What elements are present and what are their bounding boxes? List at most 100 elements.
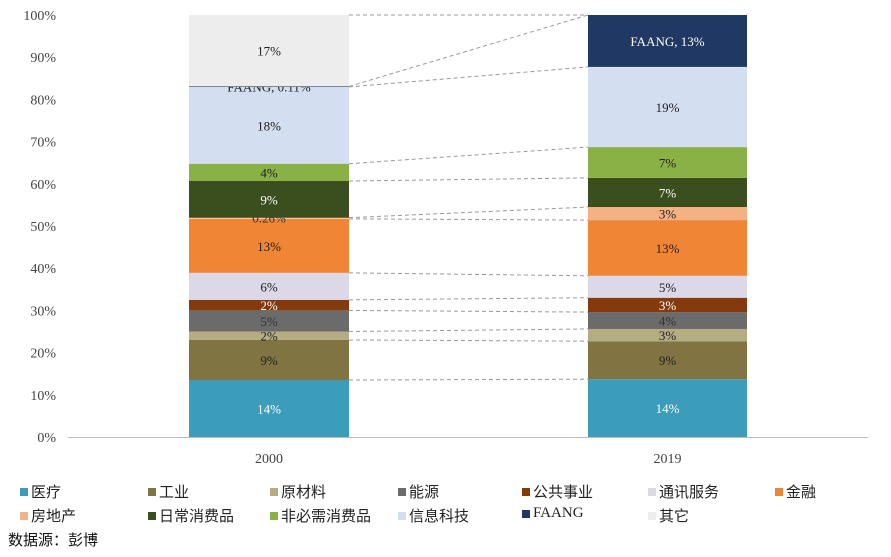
legend-item: 信息科技 [398, 505, 469, 526]
legend-label: 公共事业 [533, 483, 594, 501]
y-tick-label: 50% [30, 220, 56, 235]
data-label: 3% [659, 207, 677, 222]
connector-line [348, 297, 589, 301]
data-label: 4% [659, 314, 677, 329]
legend-label: 通讯服务 [659, 483, 720, 501]
bar-segment [588, 312, 747, 329]
data-label: 3% [659, 328, 677, 343]
legend-item: 日常消费品 [148, 505, 234, 526]
bar-segment [588, 275, 747, 298]
legend-label: FAANG [533, 505, 584, 521]
data-label: 5% [260, 314, 278, 329]
connector-line [348, 328, 589, 332]
connector-line [348, 272, 589, 277]
y-tick-label: 90% [30, 51, 56, 66]
source-note: 数据源：彭博 [8, 531, 99, 549]
legend-label: 医疗 [31, 483, 62, 501]
data-label: 4% [260, 165, 278, 180]
connector-line [348, 309, 589, 313]
stacked-bar-chart: 0% 10% 20% 30% 40% 50% 60% 70% 80% 90% 100% 14% 14% 9… [23, 9, 868, 467]
data-label: 13% [257, 239, 281, 254]
legend-swatch [148, 511, 156, 520]
legend-swatch [270, 487, 278, 496]
legend-label: 原材料 [281, 483, 327, 501]
connector-line [348, 14, 589, 87]
bar-segment [189, 163, 349, 182]
bar-segment [189, 310, 349, 332]
legend-label: 能源 [409, 483, 440, 501]
bar-segment [588, 15, 747, 67]
y-tick-label: 40% [30, 262, 56, 277]
data-label: 14% [257, 402, 281, 417]
connector-line [348, 146, 589, 165]
data-label: 3% [659, 298, 677, 313]
connector-line [348, 177, 589, 182]
data-label: 18% [257, 118, 281, 133]
data-label: FAANG, 13% [630, 34, 704, 49]
legend-item: 原材料 [270, 481, 326, 502]
bar-segment [588, 207, 747, 221]
bar-segment [189, 15, 349, 87]
legend-swatch [648, 511, 656, 520]
bar-segment [588, 297, 747, 313]
connector-line [348, 339, 589, 342]
bar-segment [588, 341, 747, 380]
data-label: 17% [257, 44, 281, 59]
bar-segment [189, 331, 349, 340]
bar-segment [588, 379, 747, 437]
data-label: 6% [260, 279, 278, 294]
bar-segment [189, 380, 349, 437]
bar-segment [588, 66, 747, 148]
data-label: 9% [260, 192, 278, 207]
legend-swatch [522, 487, 530, 496]
data-label: 2% [260, 329, 278, 344]
x-tick-label: 2000 [255, 452, 283, 467]
legend-item: 医疗 [20, 481, 61, 502]
data-label: 7% [659, 185, 677, 200]
bar-segment [189, 339, 349, 381]
legend-item: 公共事业 [522, 481, 593, 502]
legend-swatch [398, 511, 406, 520]
data-label: 5% [659, 280, 677, 295]
bar-segment [588, 220, 747, 276]
y-tick-label: 0% [37, 431, 56, 446]
legend-item: FAANG [522, 505, 584, 522]
x-tick-label: 2019 [654, 452, 682, 467]
y-tick-label: 60% [30, 178, 56, 193]
bar-segment [588, 328, 747, 342]
legend-label: 日常消费品 [159, 507, 235, 525]
connector-line [348, 206, 589, 219]
legend-label: 工业 [159, 483, 190, 501]
y-tick-label: 20% [30, 347, 56, 362]
bar-segment [189, 181, 349, 218]
connector-line [348, 218, 589, 221]
legend-swatch [522, 509, 530, 518]
bar-segment [189, 218, 349, 273]
legend-swatch [398, 487, 406, 496]
legend-label: 非必需消费品 [281, 507, 372, 525]
bar-segment [588, 147, 747, 178]
legend-item: 工业 [148, 481, 189, 502]
legend-item: 通讯服务 [648, 481, 719, 502]
y-tick-label: 10% [30, 389, 56, 404]
connector-line [348, 66, 589, 88]
data-label: 9% [659, 353, 677, 368]
legend-swatch [20, 511, 28, 520]
legend-swatch [148, 487, 156, 496]
legend-swatch [20, 487, 28, 496]
data-label: 19% [656, 100, 680, 115]
y-tick-label: 30% [30, 304, 56, 319]
legend-swatch [648, 487, 656, 496]
legend-item: 非必需消费品 [270, 505, 371, 526]
bar-segment [189, 299, 349, 311]
legend-swatch [270, 511, 278, 520]
bar-segment [189, 86, 349, 164]
y-tick-label: 80% [30, 93, 56, 108]
bar-segment [588, 177, 747, 208]
legend-swatch [775, 487, 783, 496]
data-label: 7% [659, 155, 677, 170]
legend-label: 金融 [786, 483, 817, 501]
connector-line [348, 378, 589, 381]
data-label: 13% [656, 241, 680, 256]
data-label: 14% [656, 401, 680, 416]
